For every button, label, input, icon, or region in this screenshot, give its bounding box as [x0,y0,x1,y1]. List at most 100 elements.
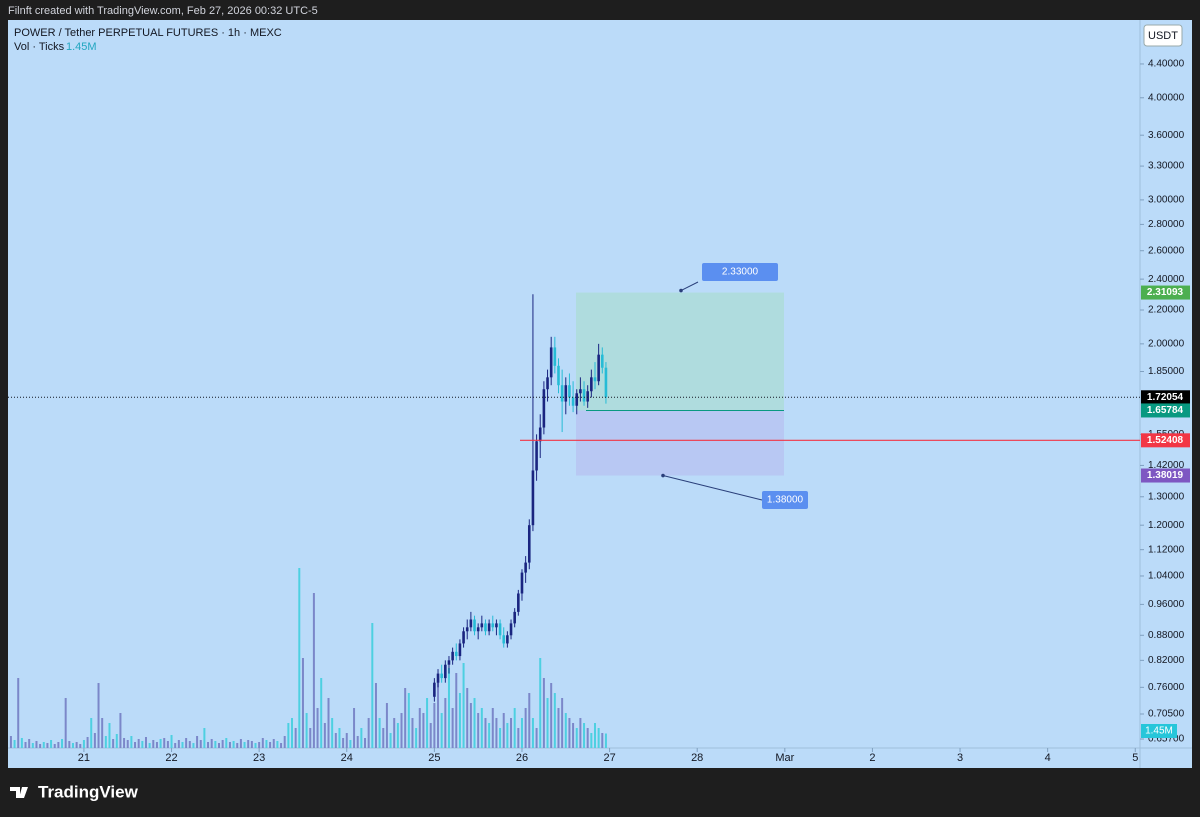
volume-bar [400,713,403,748]
currency[interactable]: USDT [1148,30,1178,42]
volume-bar [90,718,93,748]
price-badge-label: 1.72054 [1147,392,1184,403]
volume-bar [64,698,67,748]
candle-body [476,627,480,632]
price-badge [1141,285,1190,300]
volume-bar [192,743,195,748]
volume-bar [108,723,111,748]
candle-body [557,365,560,386]
volume-bar [338,728,341,748]
y-tick-label: 1.30000 [1148,491,1185,502]
candle-body [513,611,516,624]
candle-body [447,660,451,665]
y-tick-label: 0.88000 [1148,630,1185,641]
volume-bar [561,698,564,748]
volume-bar [316,708,319,748]
stop-zone [576,410,784,476]
candle-body [560,385,564,402]
volume-bar [210,739,213,748]
callout-text: 1.38000 [767,495,804,506]
volume-badge-label: 1.45M [1145,726,1173,737]
volume-bar [389,733,392,748]
candle-body [531,470,535,526]
callout-line [680,281,699,291]
volume-bar [447,668,450,748]
volume-bar [163,738,166,748]
volume-bar [239,739,242,748]
candle-body [582,389,586,402]
volume-bar [287,723,290,748]
volume-bar [353,708,356,748]
y-tick-label: 0.65700 [1148,734,1185,745]
x-tick-label: Mar [775,752,794,764]
candle-body [454,651,458,657]
volume-bar [214,741,217,748]
volume-bar [221,740,224,748]
y-tick-label: 1.04000 [1148,571,1185,582]
volume-bar [572,723,575,748]
volume-bar [466,688,469,748]
volume-bar [24,742,27,748]
candle-body [520,572,524,594]
volume-bar [159,739,162,748]
x-tick-label: 26 [516,752,528,764]
y-tick-label: 2.20000 [1148,305,1185,316]
candle-body [568,385,571,398]
callout-dot [679,288,683,293]
volume-bar [458,693,461,748]
volume-bar [82,740,85,748]
volume-bar [39,744,42,748]
volume-bar [488,723,491,748]
y-tick-label: 2.00000 [1148,338,1185,349]
price-badge-label: 1.38019 [1147,470,1184,481]
volume-bar [433,703,436,748]
candle-body [579,389,582,394]
volume-bar [491,708,494,748]
volume-bar [254,743,257,748]
volume-bar [57,742,60,748]
volume-bar [546,698,549,748]
volume-bar [283,736,286,748]
volume-bar [68,741,71,748]
symbol: POWER / Tether PERPETUAL FUTURES · 1h · … [14,27,282,39]
volume-bar [345,733,348,748]
candle-body [600,354,604,368]
candle-body [491,623,495,628]
brand: TradingView [38,782,139,801]
volume-bar [440,713,443,748]
volume-bar [28,739,31,748]
volume-bar [9,736,12,748]
volume-bar [75,742,78,748]
x-tick-label: 23 [253,752,265,764]
candle-body [440,673,443,679]
volume-bar [382,728,385,748]
y-tick-label: 2.80000 [1148,219,1185,230]
volume-bar [513,708,516,748]
currency-button[interactable] [1143,24,1183,47]
volume-bar [170,735,173,748]
volume-bar [411,718,414,748]
volume-bar [407,693,410,748]
volume-bar [269,742,272,748]
volume-bar [367,718,370,748]
volume-bar [586,728,589,748]
volume-bar [272,739,275,748]
volume-bar [112,739,115,748]
callout-text: 2.33000 [722,267,759,278]
candle-body [535,441,538,471]
price-badge-label: 2.31093 [1147,287,1184,298]
volume-bar [568,718,571,748]
volume-bar [199,740,202,748]
logo-icon [10,787,28,798]
x-tick-label: 25 [428,752,440,764]
volume-bar [42,742,45,748]
x-tick-label: 2 [869,752,875,764]
volume-bar [418,708,421,748]
volume-bar [46,743,49,748]
volume-bar [604,733,607,748]
volume-bar [378,718,381,748]
volume-bar [101,718,104,748]
volume-bar [426,698,429,748]
volume-bar [126,740,129,748]
profit-zone [576,292,784,411]
